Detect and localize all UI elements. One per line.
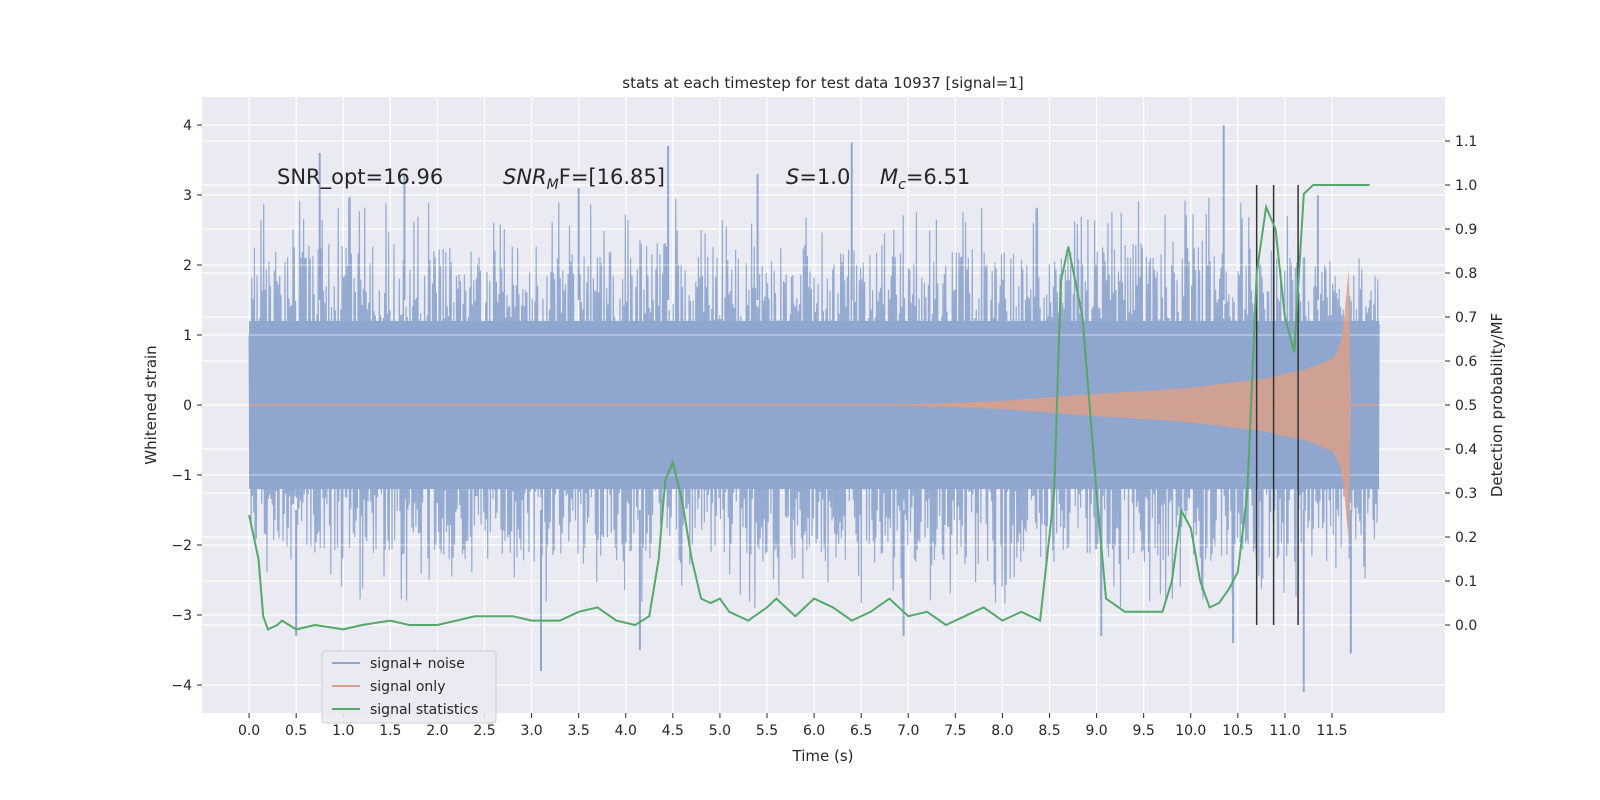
y-tick-label-right: 0.6 xyxy=(1455,354,1477,370)
series-signal-statistics xyxy=(248,184,1370,631)
x-tick-label: 4.0 xyxy=(615,723,637,739)
annotation-mc-sub: c xyxy=(898,177,906,193)
annotation-snr-mf-rest: F=[16.85] xyxy=(559,165,665,189)
annotation-s-rest: =1.0 xyxy=(799,165,850,189)
x-tick-label: 2.0 xyxy=(426,723,448,739)
y-tick-label-right: 0.0 xyxy=(1455,618,1477,634)
y-tick-label-left: −2 xyxy=(171,538,192,554)
x-tick-label: 9.0 xyxy=(1085,723,1107,739)
x-tick-label: 6.0 xyxy=(803,723,825,739)
y-tick-label-left: 3 xyxy=(183,188,192,204)
annotation-s-var: S xyxy=(786,165,799,189)
annotation-snr-mf: SNRMF=[16.85] xyxy=(503,165,665,193)
y-tick-label-right: 1.0 xyxy=(1455,178,1477,194)
stat-line xyxy=(248,184,1370,631)
annotation-mc-var: M xyxy=(880,165,898,189)
x-tick-label: 5.0 xyxy=(709,723,731,739)
y-tick-label-right: 0.1 xyxy=(1455,574,1477,590)
y-tick-label-left: −1 xyxy=(171,468,192,484)
y-tick-label-right: 0.4 xyxy=(1455,442,1477,458)
axis-ticks: 0.0 0.5 1.0 1.5 2.0 2.5 3.0 3.5 4.0 4.5 5.0 5.5 6.0 6… xyxy=(171,118,1477,739)
legend-box xyxy=(321,650,497,724)
x-tick-label: 5.5 xyxy=(756,723,778,739)
y-axis-label-right: Detection probability/MF xyxy=(1488,313,1506,497)
x-tick-label: 10.0 xyxy=(1175,723,1206,739)
y-tick-label-right: 0.5 xyxy=(1455,398,1477,414)
x-tick-label: 1.5 xyxy=(379,723,401,739)
legend-label-stat: signal statistics xyxy=(370,702,478,718)
legend-label-signal: signal only xyxy=(370,679,445,695)
x-tick-label: 7.5 xyxy=(944,723,966,739)
x-tick-label: 1.0 xyxy=(332,723,354,739)
x-tick-label: 6.5 xyxy=(850,723,872,739)
y-tick-label-right: 0.2 xyxy=(1455,530,1477,546)
x-tick-label: 10.5 xyxy=(1222,723,1253,739)
y-tick-label-left: 0 xyxy=(183,398,192,414)
x-tick-label: 3.0 xyxy=(520,723,542,739)
annotation-snr-mf-sub: M xyxy=(547,177,559,193)
y-tick-label-right: 0.9 xyxy=(1455,222,1477,238)
annotation-snr-opt: SNR_opt=16.96 xyxy=(277,165,443,190)
annotation-mc: Mc=6.51 xyxy=(880,165,970,193)
annotation-mc-rest: =6.51 xyxy=(906,165,970,189)
y-tick-label-right: 0.7 xyxy=(1455,310,1477,326)
annotation-snr-mf-main: SNR xyxy=(503,165,547,189)
legend: signal+ noise signal only signal statist… xyxy=(321,650,497,724)
y-tick-label-left: −3 xyxy=(171,608,192,624)
series-signal-only xyxy=(249,268,1380,542)
x-tick-label: 11.5 xyxy=(1316,723,1347,739)
y-tick-label-right: 1.1 xyxy=(1455,134,1477,150)
x-tick-label: 7.0 xyxy=(897,723,919,739)
legend-label-noise: signal+ noise xyxy=(370,656,465,672)
x-tick-label: 11.0 xyxy=(1269,723,1300,739)
y-axis-label-left: Whitened strain xyxy=(142,345,160,464)
annotation-s: S=1.0 xyxy=(786,165,850,189)
x-axis-label: Time (s) xyxy=(792,747,854,765)
x-tick-label: 3.5 xyxy=(568,723,590,739)
y-tick-label-left: 2 xyxy=(183,258,192,274)
chart-title: stats at each timestep for test data 109… xyxy=(622,74,1023,92)
x-tick-label: 2.5 xyxy=(473,723,495,739)
x-tick-label: 0.5 xyxy=(285,723,307,739)
y-tick-label-right: 0.3 xyxy=(1455,486,1477,502)
y-tick-label-left: 4 xyxy=(183,118,192,134)
x-tick-label: 8.5 xyxy=(1038,723,1060,739)
x-tick-label: 9.5 xyxy=(1133,723,1155,739)
x-tick-label: 4.5 xyxy=(662,723,684,739)
y-tick-label-right: 0.8 xyxy=(1455,266,1477,282)
y-tick-label-left: −4 xyxy=(171,678,192,694)
detection-vlines xyxy=(1255,185,1299,625)
y-tick-label-left: 1 xyxy=(183,328,192,344)
x-tick-label: 8.0 xyxy=(991,723,1013,739)
x-tick-label: 0.0 xyxy=(238,723,260,739)
